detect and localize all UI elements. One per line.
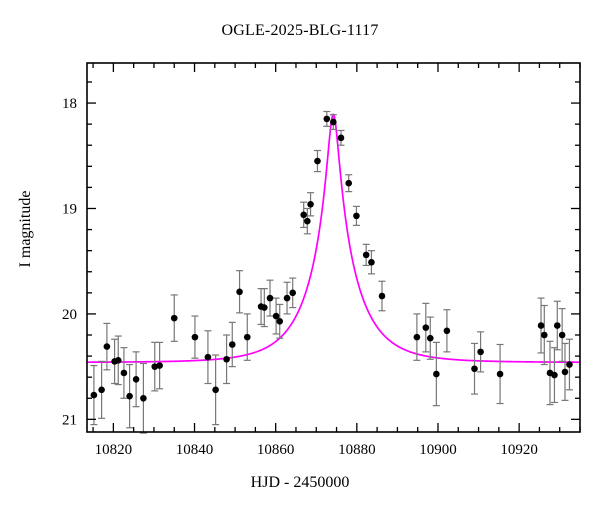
- x-tick-label: 10920: [500, 442, 538, 458]
- data-marker: [558, 331, 566, 339]
- data-marker: [443, 327, 451, 335]
- model-curve: [86, 113, 581, 364]
- data-marker: [496, 370, 504, 378]
- data-marker: [191, 333, 199, 341]
- data-marker: [413, 333, 421, 341]
- data-marker: [228, 341, 236, 348]
- plot-frame: [86, 62, 581, 433]
- data-marker: [353, 212, 360, 220]
- data-marker: [300, 211, 307, 219]
- data-marker: [553, 322, 561, 329]
- data-marker: [120, 369, 128, 377]
- data-marker: [156, 362, 163, 369]
- data-marker: [289, 289, 297, 297]
- y-tick-label: 20: [62, 307, 77, 323]
- data-marker: [98, 386, 105, 394]
- data-marker: [261, 304, 268, 311]
- model-curve-group: [86, 113, 581, 364]
- data-marker: [212, 386, 219, 394]
- data-marker: [114, 357, 122, 364]
- data-marker: [551, 371, 558, 379]
- data-marker: [345, 179, 353, 187]
- y-tick-label: 21: [62, 412, 77, 428]
- data-marker: [204, 353, 212, 361]
- tick-label-group: 10820 10840 10860 10880 10900 10920 18 19 20 21: [62, 96, 538, 458]
- data-marker: [90, 391, 98, 399]
- data-marker: [140, 394, 147, 402]
- y-tick-label: 18: [62, 96, 77, 112]
- data-marker: [540, 331, 548, 339]
- data-point-group: [90, 115, 573, 402]
- x-tick-label: 10820: [95, 442, 133, 458]
- axes-group: [86, 62, 581, 433]
- data-marker: [362, 251, 370, 259]
- x-tick-label: 10900: [419, 442, 457, 458]
- data-marker: [422, 324, 430, 331]
- data-marker: [304, 217, 311, 225]
- data-marker: [272, 312, 280, 320]
- page-title: OGLE-2025-BLG-1117: [221, 22, 379, 39]
- data-marker: [307, 200, 314, 208]
- data-marker: [170, 314, 178, 322]
- data-marker: [378, 292, 386, 300]
- x-tick-label: 10840: [176, 442, 214, 458]
- data-marker: [243, 333, 251, 341]
- data-marker: [561, 368, 569, 376]
- y-tick-label: 19: [62, 201, 77, 217]
- data-marker: [126, 392, 133, 400]
- data-marker: [329, 118, 337, 126]
- data-marker: [132, 375, 140, 383]
- data-marker: [566, 361, 573, 368]
- data-marker: [103, 343, 111, 350]
- data-marker: [283, 294, 291, 302]
- data-marker: [433, 370, 440, 378]
- data-marker: [236, 288, 243, 296]
- data-marker: [337, 134, 345, 142]
- data-marker: [426, 334, 434, 342]
- data-marker: [314, 157, 321, 165]
- data-marker: [223, 355, 230, 363]
- x-tick-label: 10860: [257, 442, 295, 458]
- data-marker: [477, 348, 484, 356]
- data-marker: [266, 294, 274, 302]
- data-marker: [471, 365, 478, 373]
- x-tick-label: 10880: [338, 442, 376, 458]
- data-marker: [537, 322, 545, 329]
- data-marker: [276, 318, 284, 325]
- errorbar-group: [90, 110, 573, 434]
- data-marker: [368, 258, 375, 266]
- x-axis-label: HJD - 2450000: [250, 474, 350, 491]
- data-marker: [323, 115, 331, 123]
